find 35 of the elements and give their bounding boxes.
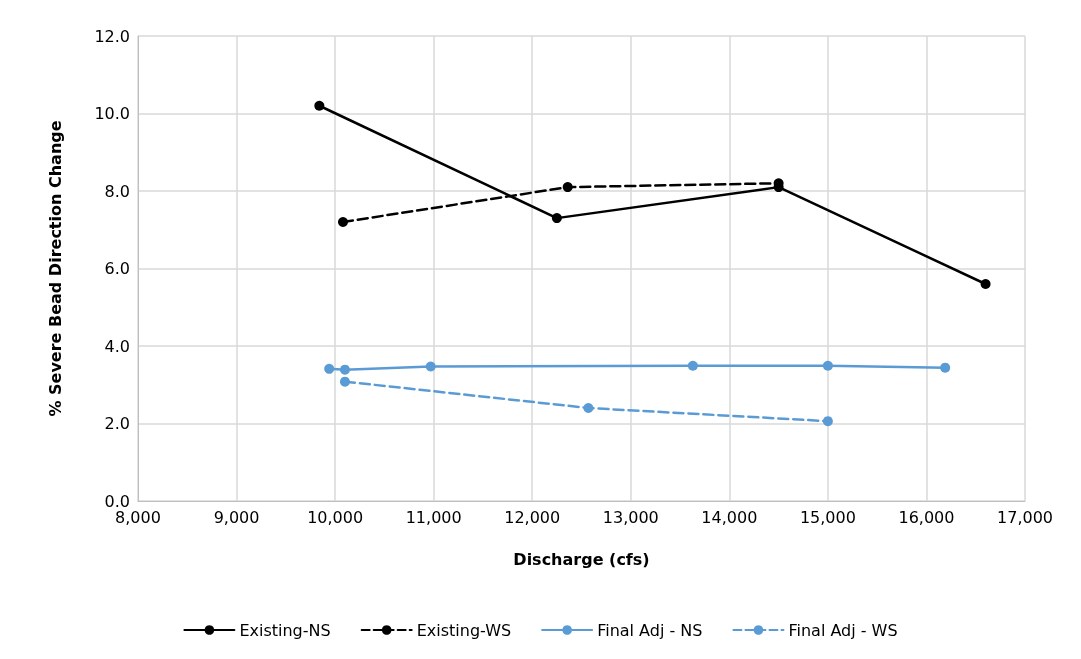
y-tick-label: 4.0 [104, 336, 130, 356]
point [980, 279, 991, 289]
legend-label: Final Adj - NS [597, 620, 703, 640]
y-tick-label: 12.0 [94, 26, 130, 46]
point [583, 403, 594, 413]
x-tick-label: 11,000 [405, 507, 462, 527]
x-tick-label: 15,000 [799, 507, 856, 527]
x-axis-title: Discharge (cfs) [513, 549, 650, 569]
legend-label: Final Adj - WS [788, 620, 898, 640]
y-tick-label: 6.0 [104, 259, 130, 278]
y-tick-label: 2.0 [104, 414, 130, 433]
point [339, 376, 350, 387]
x-tick-label: 16,000 [898, 507, 955, 527]
x-tick-label: 14,000 [701, 507, 758, 527]
x-tick-label: 9,000 [213, 507, 260, 527]
point [324, 363, 335, 374]
x-tick-label: 13,000 [602, 507, 659, 527]
legend-label: Existing-WS [416, 620, 512, 640]
point [562, 182, 573, 193]
legend-label: Existing-NS [239, 620, 331, 640]
point [338, 217, 348, 227]
y-tick-label: 8.0 [104, 181, 130, 201]
point [425, 361, 436, 372]
x-tick-label: 17,000 [997, 507, 1053, 527]
y-tick-label: 10.0 [94, 104, 130, 123]
y-axis-title: % Severe Bead Direction Change [45, 120, 65, 417]
x-tick-label: 10,000 [307, 507, 364, 527]
point [940, 362, 951, 373]
point [314, 100, 325, 111]
point [551, 213, 562, 224]
point [339, 364, 350, 375]
point [822, 416, 833, 427]
x-tick-label: 12,000 [504, 507, 561, 527]
point [822, 360, 833, 371]
point [687, 360, 698, 371]
